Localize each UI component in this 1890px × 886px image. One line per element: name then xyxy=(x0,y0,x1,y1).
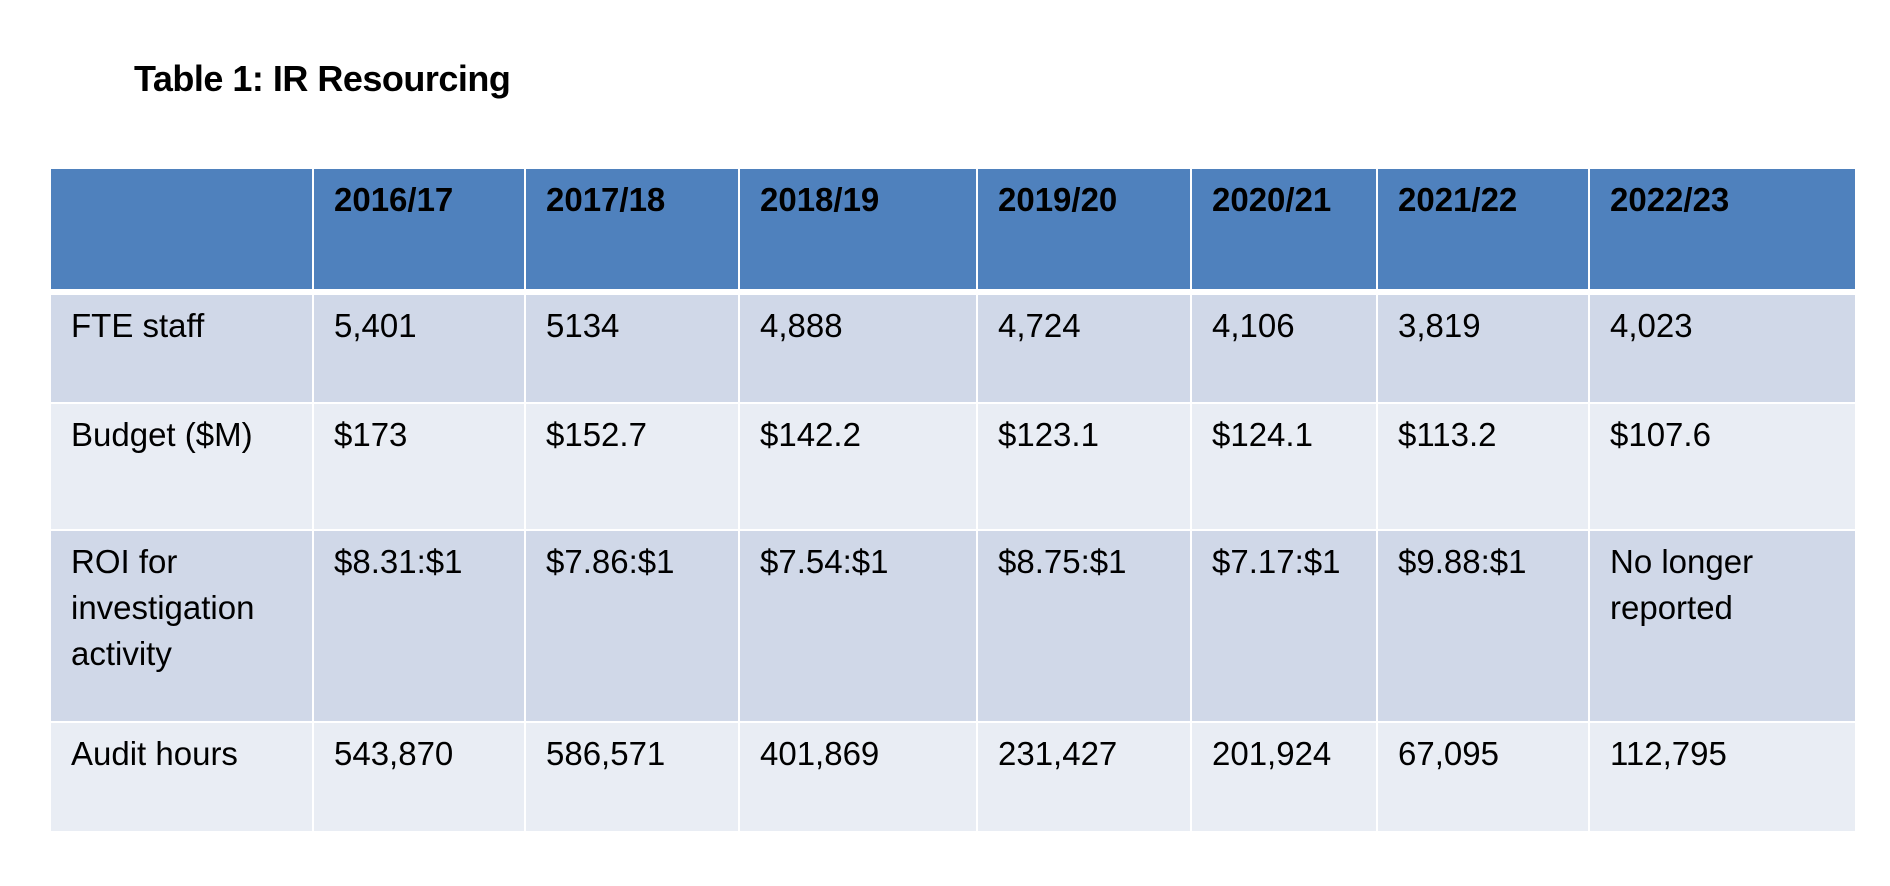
ir-resourcing-table: 2016/17 2017/18 2018/19 2019/20 2020/21 … xyxy=(49,167,1857,833)
table-cell: 3,819 xyxy=(1376,291,1590,404)
table-cell: 4,888 xyxy=(738,291,978,404)
table-cell: 67,095 xyxy=(1376,721,1590,833)
table-cell: 112,795 xyxy=(1588,721,1857,833)
table-cell: $124.1 xyxy=(1190,402,1378,531)
header-cell-year: 2022/23 xyxy=(1588,167,1857,295)
table-cell: $123.1 xyxy=(976,402,1192,531)
header-row: 2016/17 2017/18 2018/19 2019/20 2020/21 … xyxy=(49,167,1857,295)
table-cell: 4,106 xyxy=(1190,291,1378,404)
table-cell: $173 xyxy=(312,402,526,531)
table-cell: $152.7 xyxy=(524,402,740,531)
table-cell: $8.75:$1 xyxy=(976,529,1192,723)
table-title: Table 1: IR Resourcing xyxy=(134,58,511,99)
table-cell: 5134 xyxy=(524,291,740,404)
header-cell-year: 2019/20 xyxy=(976,167,1192,295)
table-row: Audit hours 543,870 586,571 401,869 231,… xyxy=(49,721,1857,833)
row-label: Budget ($M) xyxy=(49,402,314,531)
header-cell-corner xyxy=(49,167,314,295)
row-label: Audit hours xyxy=(49,721,314,833)
header-cell-year: 2021/22 xyxy=(1376,167,1590,295)
header-cell-year: 2020/21 xyxy=(1190,167,1378,295)
table-cell: $7.54:$1 xyxy=(738,529,978,723)
table-cell: 231,427 xyxy=(976,721,1192,833)
header-cell-year: 2017/18 xyxy=(524,167,740,295)
table-cell: 401,869 xyxy=(738,721,978,833)
table-cell: $107.6 xyxy=(1588,402,1857,531)
row-label: ROI for investigation activity xyxy=(49,529,314,723)
table-cell: $9.88:$1 xyxy=(1376,529,1590,723)
table-cell: 586,571 xyxy=(524,721,740,833)
table-row: FTE staff 5,401 5134 4,888 4,724 4,106 3… xyxy=(49,291,1857,404)
table-cell: $7.86:$1 xyxy=(524,529,740,723)
table-row: ROI for investigation activity $8.31:$1 … xyxy=(49,529,1857,723)
table-cell: 201,924 xyxy=(1190,721,1378,833)
header-cell-year: 2016/17 xyxy=(312,167,526,295)
table-row: Budget ($M) $173 $152.7 $142.2 $123.1 $1… xyxy=(49,402,1857,531)
table-cell: 5,401 xyxy=(312,291,526,404)
table-cell: 543,870 xyxy=(312,721,526,833)
table-cell: $113.2 xyxy=(1376,402,1590,531)
table-cell: $142.2 xyxy=(738,402,978,531)
header-cell-year: 2018/19 xyxy=(738,167,978,295)
table-cell: $8.31:$1 xyxy=(312,529,526,723)
table-cell: No longer reported xyxy=(1588,529,1857,723)
row-label: FTE staff xyxy=(49,291,314,404)
table-cell: 4,724 xyxy=(976,291,1192,404)
table-cell: $7.17:$1 xyxy=(1190,529,1378,723)
table-cell: 4,023 xyxy=(1588,291,1857,404)
